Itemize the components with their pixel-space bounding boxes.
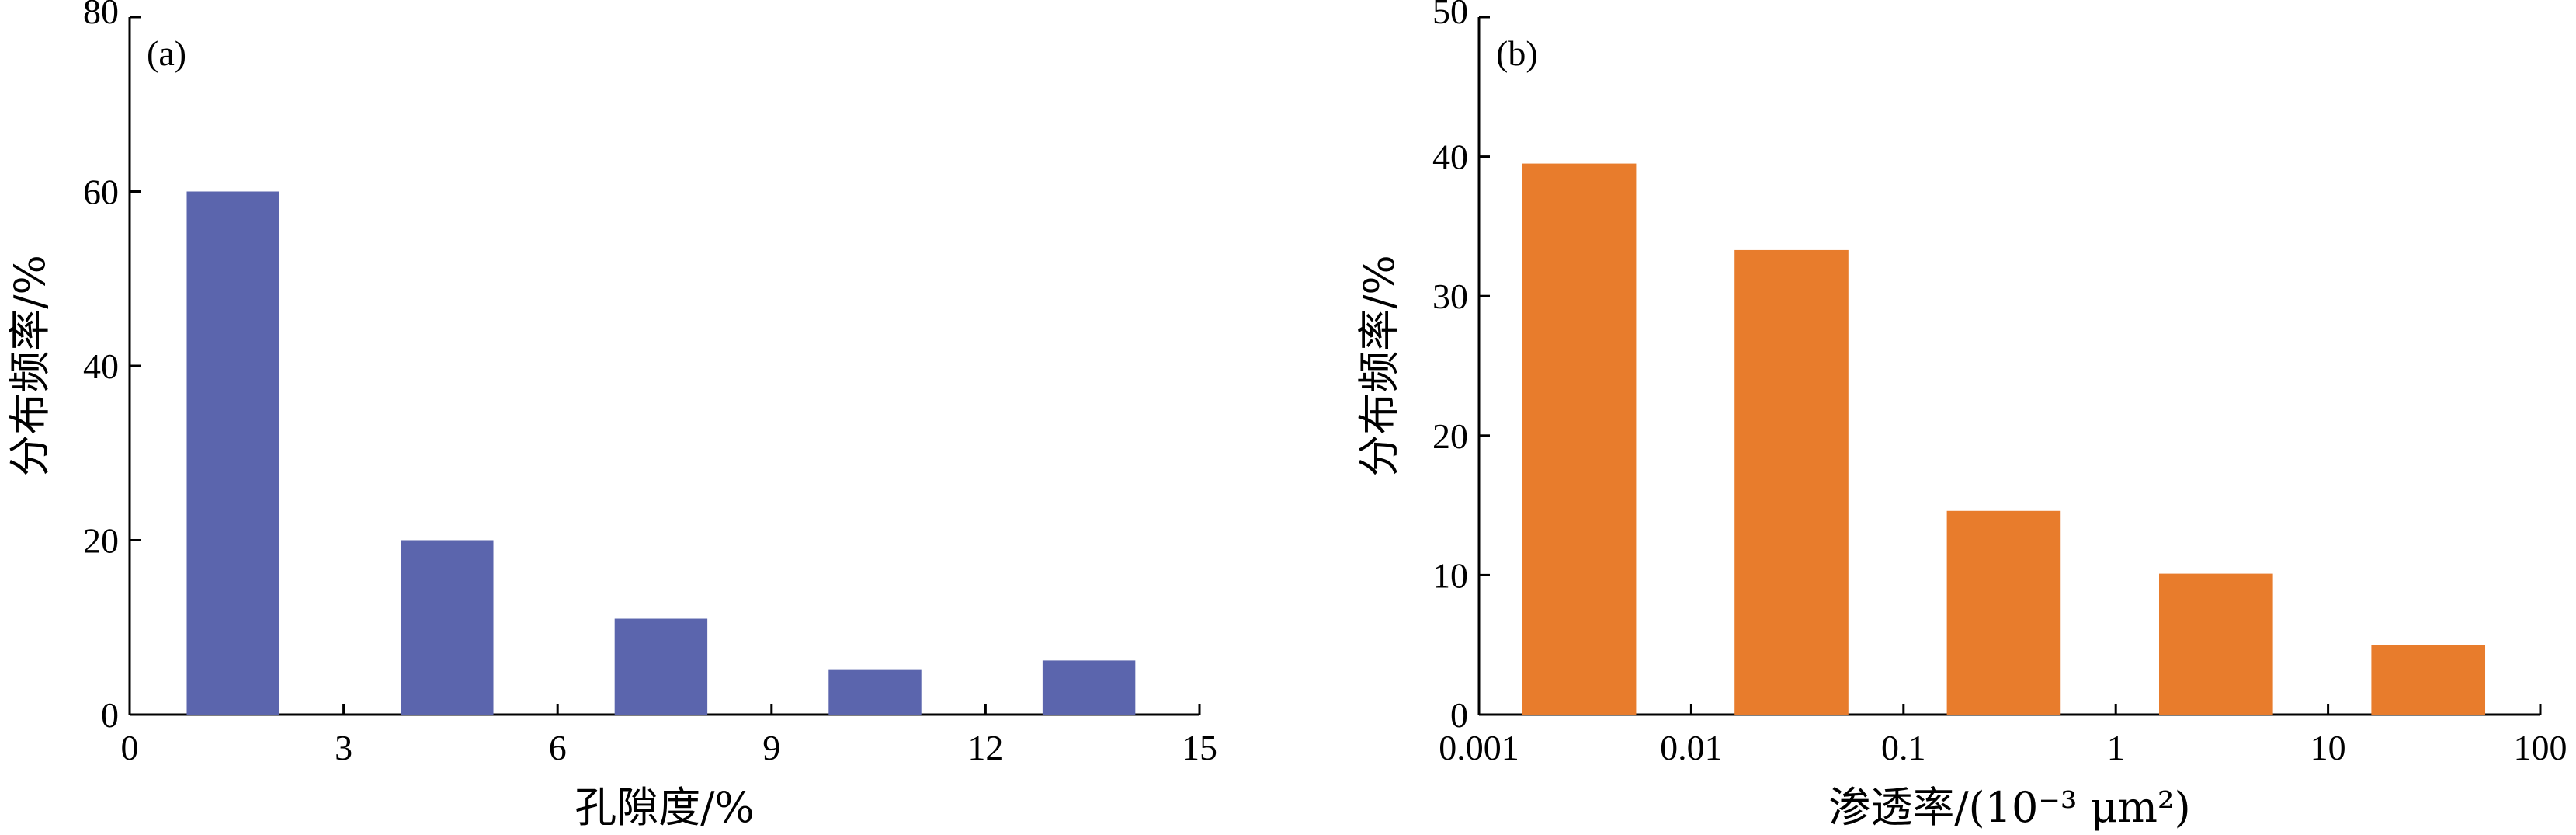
x-tick-label: 100	[2514, 728, 2567, 767]
y-tick-label: 20	[83, 521, 119, 561]
x-ticks-group: 0 3 6 9 12 15	[121, 704, 1217, 767]
x-tick-label: 0	[121, 728, 139, 767]
bar-1	[186, 191, 279, 715]
bar-3	[614, 618, 708, 715]
x-axis-label: 渗透率/(10⁻³ μm²)	[1828, 783, 2190, 832]
x-tick-label: 10	[2310, 728, 2346, 767]
y-tick-label: 30	[1432, 277, 1468, 316]
x-tick-label: 0.001	[1439, 728, 1519, 767]
y-tick-label: 20	[1432, 416, 1468, 456]
x-tick-label: 12	[967, 728, 1003, 767]
x-tick-label: 6	[549, 728, 567, 767]
bar-4	[828, 669, 922, 715]
bar-3	[1946, 510, 2061, 715]
y-tick-label: 40	[83, 346, 119, 386]
bar-5	[2371, 645, 2486, 715]
y-ticks-group: 0 10 20 30 40 50	[1432, 0, 1490, 735]
x-tick-label: 3	[335, 728, 352, 767]
bar-2	[1734, 249, 1849, 715]
bar-2	[401, 540, 494, 715]
y-tick-label: 80	[83, 0, 119, 31]
y-tick-label: 10	[1432, 555, 1468, 595]
x-axis-label: 孔隙度/%	[575, 783, 755, 832]
bar-4	[2159, 573, 2273, 715]
x-tick-label: 1	[2107, 728, 2125, 767]
y-axis-label: 分布频率/%	[1355, 255, 1404, 477]
y-ticks-group: 0 20 40 60 80	[83, 0, 141, 735]
bars-group	[1522, 163, 2486, 715]
bar-1	[1522, 163, 1637, 715]
y-tick-label: 60	[83, 172, 119, 212]
y-tick-label: 50	[1432, 0, 1468, 31]
panel-label: (b)	[1496, 33, 1538, 73]
x-tick-label: 15	[1182, 728, 1217, 767]
x-tick-label: 9	[762, 728, 780, 767]
panel-label: (a)	[147, 33, 186, 73]
x-tick-label: 0.01	[1660, 728, 1723, 767]
y-tick-label: 40	[1432, 137, 1468, 177]
bar-5	[1042, 660, 1136, 715]
y-tick-label: 0	[101, 695, 119, 735]
y-axis-label: 分布频率/%	[5, 255, 54, 477]
y-tick-label: 0	[1450, 695, 1468, 735]
chart-panel-a: 0 3 6 9 12 15 0 20 40 60 80 (a) 孔隙度/% 分布频率/%	[5, 0, 1217, 832]
chart-panel-b: 0.001 0.01 0.1 1 10 100 0 10 20 30 40 50 (b) 渗透率/(…	[1355, 0, 2567, 832]
bars-group	[186, 191, 1136, 715]
x-tick-label: 0.1	[1881, 728, 1926, 767]
x-ticks-group: 0.001 0.01 0.1 1 10 100	[1439, 704, 2567, 767]
